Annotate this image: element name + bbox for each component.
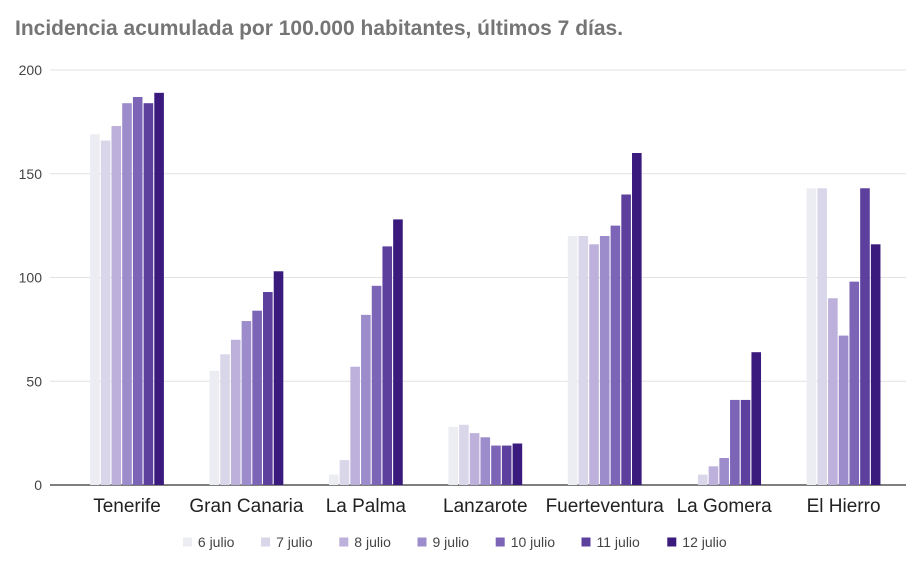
- y-tick-label: 150: [19, 166, 43, 182]
- bar: [273, 271, 284, 485]
- bar: [361, 314, 371, 485]
- legend-swatch: [261, 537, 271, 547]
- bar: [719, 458, 729, 485]
- bar: [512, 443, 523, 485]
- y-tick-label: 100: [19, 270, 43, 286]
- x-tick-label: Lanzarote: [443, 496, 528, 517]
- legend-label: 7 julio: [276, 534, 313, 550]
- legend-label: 9 julio: [433, 534, 470, 550]
- x-tick-label: La Gomera: [677, 496, 772, 517]
- bar: [708, 466, 719, 485]
- legend-label: 6 julio: [198, 534, 235, 550]
- legend-label: 11 julio: [597, 534, 641, 550]
- bar: [589, 244, 599, 485]
- bar: [393, 219, 403, 485]
- x-tick-label: El Hierro: [807, 496, 881, 517]
- legend-swatch: [417, 537, 427, 547]
- bar: [263, 292, 273, 485]
- bar: [230, 339, 241, 485]
- bar: [328, 474, 339, 485]
- bar: [448, 426, 458, 485]
- bar: [459, 424, 469, 485]
- bar: [241, 321, 252, 485]
- bar: [817, 188, 827, 485]
- bar: [740, 399, 751, 485]
- y-tick-label: 0: [34, 477, 42, 493]
- bar: [578, 236, 589, 485]
- bar: [621, 194, 631, 485]
- x-axis-ticks: Tenerife Gran Canaria La Palma Lanzarote Fue…: [93, 496, 880, 517]
- bar: [501, 445, 512, 485]
- bar: [838, 335, 849, 485]
- bar: [469, 433, 480, 485]
- bar: [730, 399, 740, 485]
- legend-label: 10 julio: [511, 534, 556, 550]
- gridlines: [50, 69, 906, 486]
- bar: [154, 92, 164, 485]
- chart-title: Incidencia acumulada por 100.000 habitan…: [15, 17, 624, 40]
- x-tick-label: Gran Canaria: [189, 496, 303, 517]
- bar: [339, 460, 350, 485]
- bar: [599, 236, 610, 485]
- x-tick-label: La Palma: [326, 496, 407, 517]
- bar: [90, 134, 100, 485]
- bar: [350, 366, 360, 485]
- bar: [111, 126, 122, 486]
- bar: [751, 352, 762, 485]
- bar: [143, 103, 154, 485]
- bar: [828, 298, 838, 485]
- y-axis-ticks: 0 50 100 150 200: [19, 62, 43, 493]
- bar: [610, 225, 621, 485]
- legend-label: 8 julio: [354, 534, 391, 550]
- y-tick-label: 50: [26, 373, 42, 389]
- legend-swatch: [339, 537, 349, 547]
- legend-swatch: [581, 537, 591, 547]
- bar: [371, 285, 382, 485]
- x-tick-label: Tenerife: [93, 496, 161, 517]
- bar: [491, 445, 501, 485]
- legend-swatch: [182, 537, 192, 547]
- y-tick-label: 200: [19, 62, 43, 78]
- bar: [382, 246, 393, 485]
- bar: [697, 474, 708, 485]
- bar: [860, 188, 870, 485]
- legend-label: 12 julio: [682, 534, 727, 550]
- bar: [849, 281, 860, 485]
- legend-swatch: [667, 537, 677, 547]
- legend-swatch: [495, 537, 505, 547]
- bar: [480, 437, 491, 485]
- bar: [209, 370, 220, 485]
- bars: [90, 92, 881, 486]
- bar: [220, 354, 230, 485]
- bar: [870, 244, 881, 485]
- bar: [806, 188, 817, 485]
- bar: [632, 153, 642, 485]
- bar: [252, 310, 262, 485]
- bar: [567, 236, 578, 485]
- legend: 6 julio 7 julio 8 julio 9 julio 10 julio 11 j…: [182, 534, 727, 550]
- bar: [132, 96, 143, 485]
- x-tick-label: Fuerteventura: [546, 496, 665, 517]
- bar: [122, 103, 132, 485]
- bar: [100, 140, 111, 486]
